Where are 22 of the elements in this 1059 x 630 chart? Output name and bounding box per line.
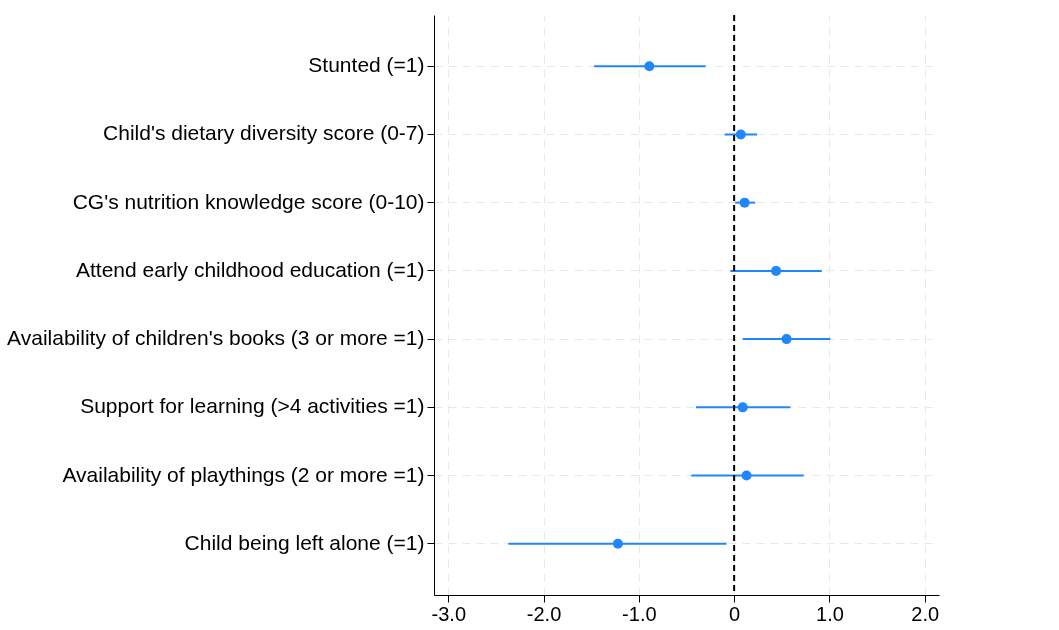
point — [741, 470, 752, 481]
y-tick-label: Availability of playthings (2 or more =1) — [62, 462, 425, 486]
x-tick-label: -2.0 — [526, 602, 562, 625]
x-tick-label: 1.0 — [816, 602, 844, 625]
point — [735, 129, 746, 140]
point — [771, 265, 782, 276]
y-tick-label: Child being left alone (=1) — [184, 530, 425, 554]
x-tick-label: -1.0 — [622, 602, 657, 625]
y-tick-label: Availability of children's books (3 or more =1) — [7, 326, 425, 350]
y-tick-label: Child's dietary diversity score (0-7) — [103, 121, 425, 145]
point — [781, 334, 792, 345]
y-tick-label: Attend early childhood education (=1) — [76, 257, 425, 281]
point — [737, 402, 748, 413]
x-tick-label: 0 — [729, 602, 741, 625]
point — [612, 538, 623, 549]
point — [739, 197, 750, 208]
point — [644, 61, 655, 72]
y-tick-label: Support for learning (>4 activities =1) — [80, 394, 425, 418]
x-tick-label: 2.0 — [911, 602, 940, 625]
y-tick-label: Stunted (=1) — [308, 53, 425, 77]
y-tick-label: CG's nutrition knowledge score (0-10) — [72, 189, 425, 213]
x-tick-label: -3.0 — [431, 602, 467, 625]
